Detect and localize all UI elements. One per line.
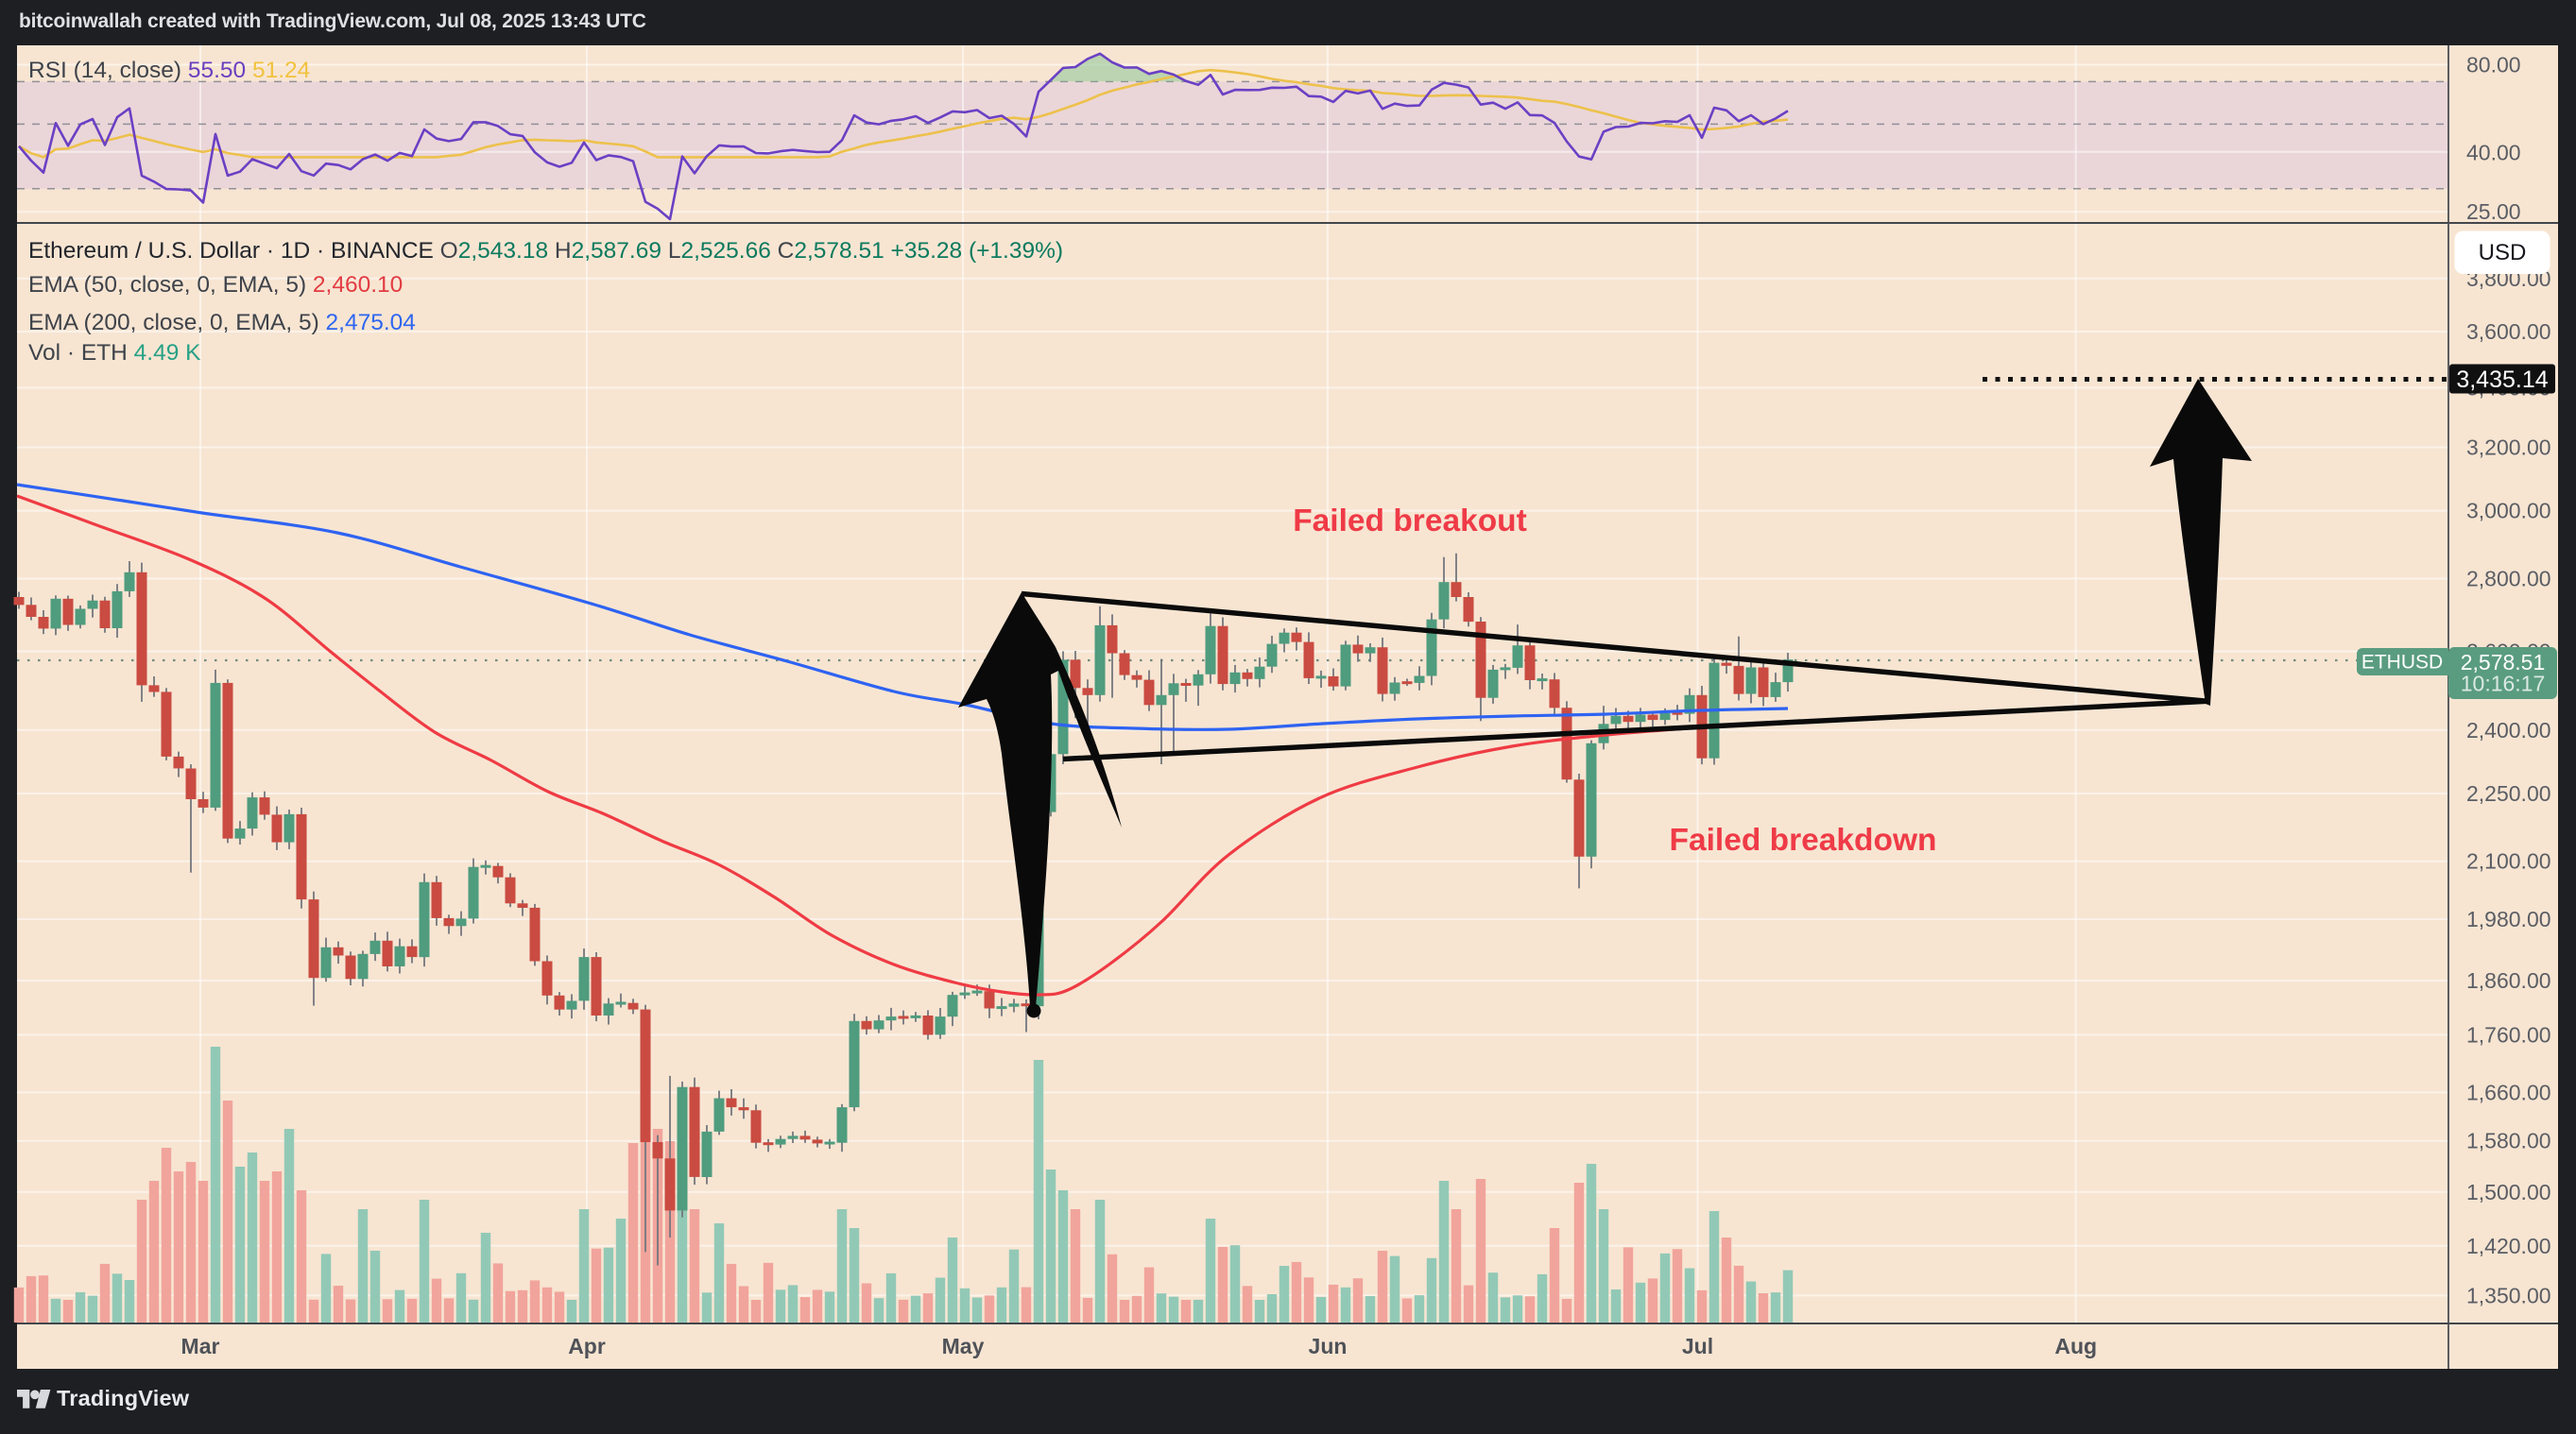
svg-text:1,500.00: 1,500.00 [2466, 1180, 2551, 1204]
svg-text:25.00: 25.00 [2466, 199, 2521, 224]
svg-text:ETHUSD: ETHUSD [2361, 652, 2443, 674]
svg-text:3,000.00: 3,000.00 [2466, 499, 2551, 523]
svg-text:1,660.00: 1,660.00 [2466, 1080, 2551, 1104]
svg-text:EMA (200, close, 0, EMA, 5) 2: EMA (200, close, 0, EMA, 5) 2,475.04 [28, 310, 416, 335]
svg-text:Vol · ETH 4.49 K: Vol · ETH 4.49 K [28, 340, 201, 366]
svg-text:Jun: Jun [1309, 1334, 1348, 1358]
svg-text:3,435.14: 3,435.14 [2456, 367, 2548, 393]
svg-text:40.00: 40.00 [2466, 140, 2521, 164]
svg-text:1,860.00: 1,860.00 [2466, 968, 2551, 993]
svg-text:1,580.00: 1,580.00 [2466, 1129, 2551, 1153]
svg-text:Failed breakout: Failed breakout [1293, 504, 1527, 538]
svg-text:2,100.00: 2,100.00 [2466, 849, 2551, 874]
svg-text:1,980.00: 1,980.00 [2466, 907, 2551, 931]
svg-text:EMA (50, close, 0, EMA, 5) 2,: EMA (50, close, 0, EMA, 5) 2,460.10 [28, 272, 403, 298]
svg-text:2,250.00: 2,250.00 [2466, 781, 2551, 806]
svg-text:2,578.51: 2,578.51 [2461, 650, 2546, 674]
svg-text:2,800.00: 2,800.00 [2466, 566, 2551, 590]
svg-text:Apr: Apr [568, 1334, 606, 1358]
svg-text:Aug: Aug [2054, 1334, 2097, 1358]
svg-text:3,600.00: 3,600.00 [2466, 319, 2551, 344]
svg-text:Failed breakdown: Failed breakdown [1670, 823, 1937, 858]
svg-text:May: May [942, 1334, 985, 1358]
svg-text:3,200.00: 3,200.00 [2466, 435, 2551, 460]
svg-text:Jul: Jul [1682, 1334, 1713, 1358]
svg-text:RSI (14, close) 55.50 51.24: RSI (14, close) 55.50 51.24 [28, 58, 310, 83]
svg-text:1,420.00: 1,420.00 [2466, 1234, 2551, 1258]
svg-text:2,400.00: 2,400.00 [2466, 718, 2551, 743]
svg-text:80.00: 80.00 [2466, 52, 2521, 77]
svg-text:1,760.00: 1,760.00 [2466, 1023, 2551, 1048]
svg-text:Ethereum / U.S. Dollar · 1D ·: Ethereum / U.S. Dollar · 1D · BINANCE O2… [28, 238, 1063, 264]
svg-text:Mar: Mar [181, 1334, 220, 1358]
svg-text:USD: USD [2479, 240, 2527, 265]
svg-text:10:16:17: 10:16:17 [2461, 672, 2546, 696]
svg-text:1,350.00: 1,350.00 [2466, 1283, 2551, 1307]
